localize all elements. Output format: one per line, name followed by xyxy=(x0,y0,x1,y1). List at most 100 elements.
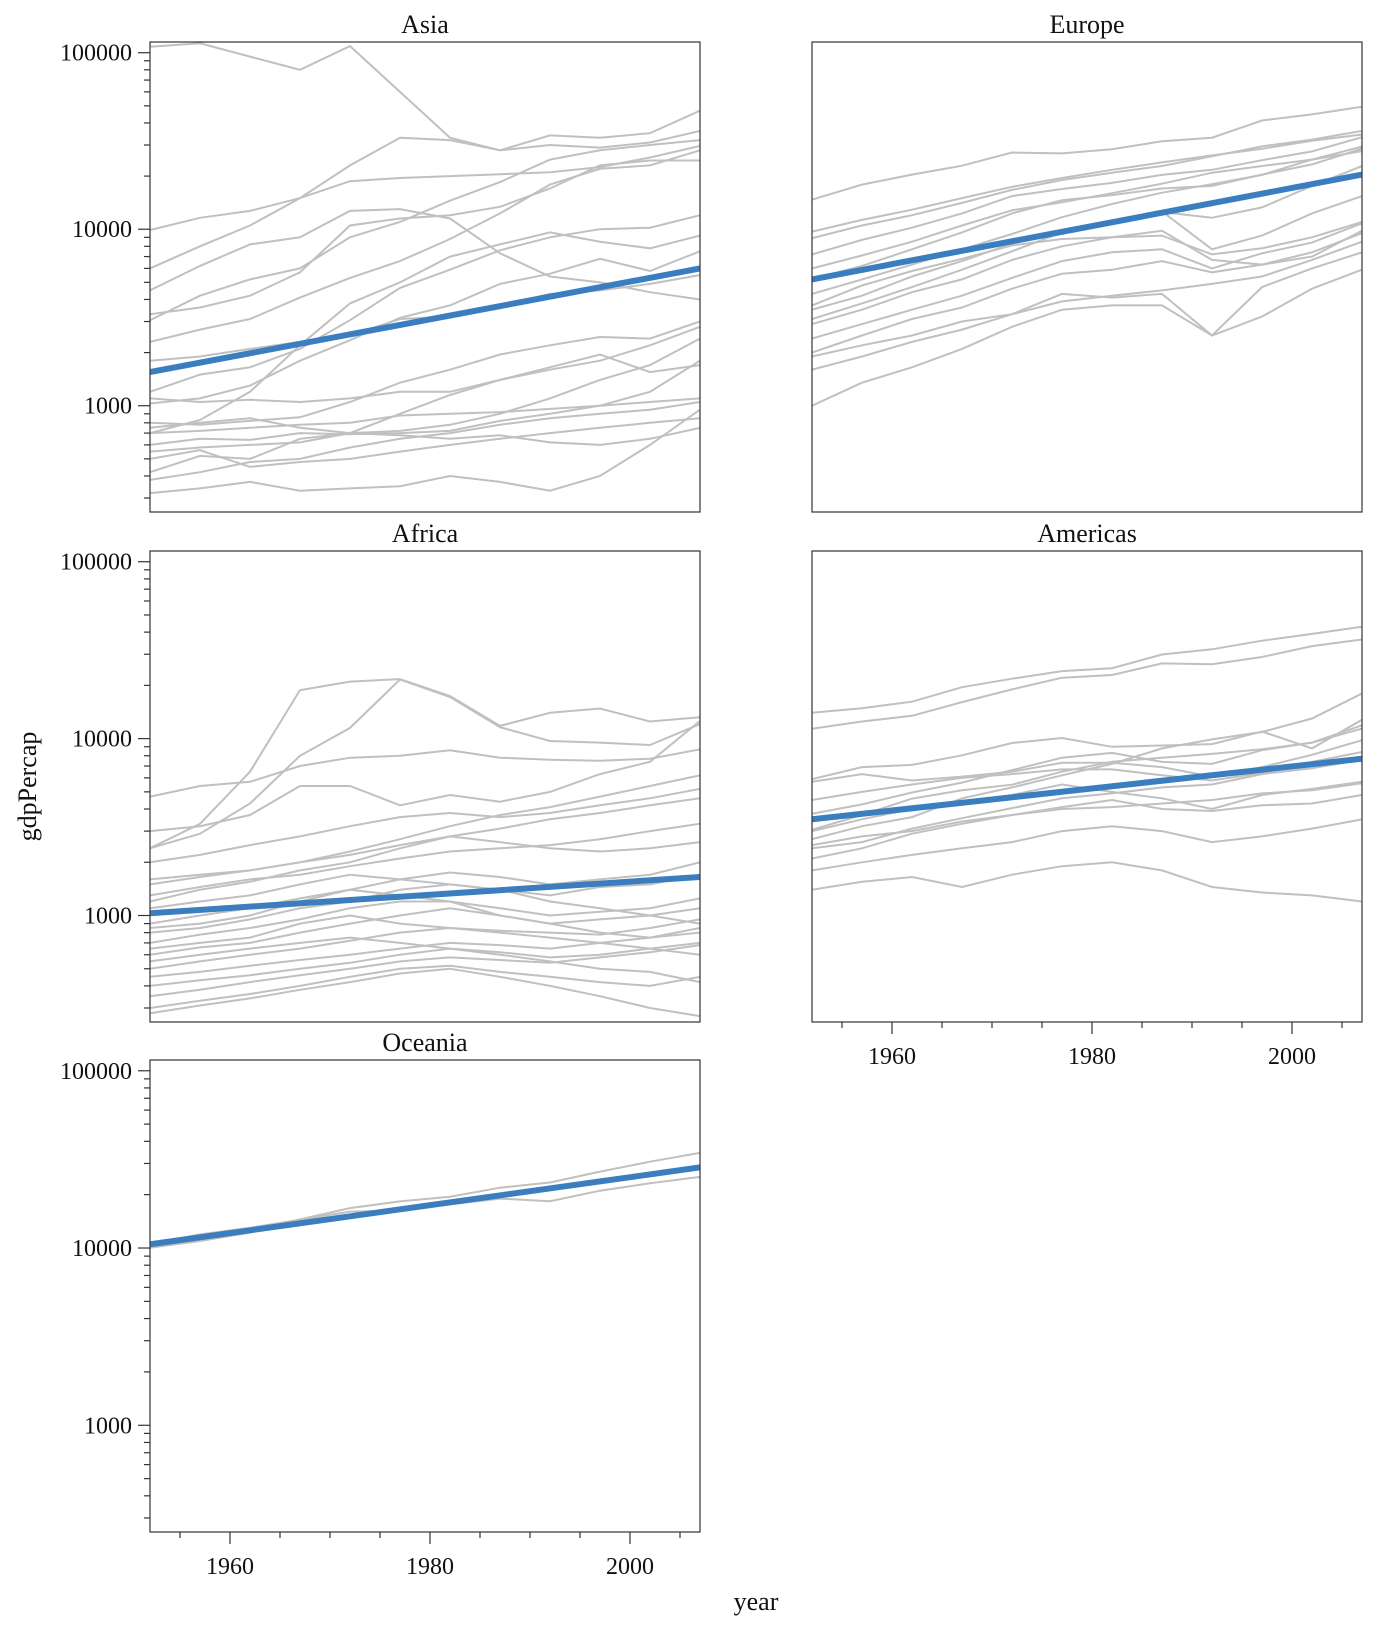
y-tick-label: 10000 xyxy=(72,217,132,243)
x-axis-title: year xyxy=(734,1587,779,1616)
trend-line-asia xyxy=(150,265,700,376)
series-line-africa-10 xyxy=(150,873,700,934)
series-line-africa-20 xyxy=(150,888,700,939)
series-line-asia-1 xyxy=(150,42,700,152)
series-line-africa-11 xyxy=(150,897,700,944)
series-line-africa-15 xyxy=(150,941,700,987)
series-line-africa-23 xyxy=(150,835,700,881)
y-tick-label: 10000 xyxy=(72,727,132,753)
series-line-europe-14 xyxy=(812,220,1362,307)
series-line-americas-3 xyxy=(812,718,1362,781)
series-line-africa-17 xyxy=(150,964,700,1009)
series-line-americas-12 xyxy=(812,739,1362,783)
series-line-europe-2 xyxy=(812,133,1362,233)
series-line-americas-5 xyxy=(812,727,1362,831)
series-line-asia-13 xyxy=(150,320,700,426)
series-line-africa-2 xyxy=(150,678,700,850)
panel-americas: Americas 1960 1980 2000 xyxy=(811,519,1363,1070)
series-line-asia-6 xyxy=(150,149,700,343)
y-axis-title: gdpPercap xyxy=(13,732,42,842)
panel-title-americas: Americas xyxy=(1037,519,1137,548)
panel-title-europe: Europe xyxy=(1049,10,1124,39)
series-line-americas-7 xyxy=(812,758,1362,850)
series-line-americas-2 xyxy=(812,638,1362,730)
series-line-europe-1 xyxy=(812,105,1362,201)
series-line-asia-3 xyxy=(150,139,700,322)
series-line-africa-6 xyxy=(150,774,700,886)
series-line-africa-3 xyxy=(150,748,700,798)
series-line-europe-3 xyxy=(812,129,1362,240)
panel-africa: Africa 1000 10000 100000 xyxy=(60,519,701,1023)
series-line-europe-7 xyxy=(812,150,1362,295)
trend-line-europe xyxy=(812,171,1362,283)
panel-frame-asia xyxy=(149,41,701,513)
series-line-americas-1 xyxy=(812,625,1362,714)
trend-line-americas xyxy=(812,755,1362,823)
x-tick-label: 2000 xyxy=(1268,1044,1316,1070)
series-line-europe-13 xyxy=(812,251,1362,371)
panel-frame-africa xyxy=(149,550,701,1023)
series-line-asia-16 xyxy=(150,353,700,474)
series-line-europe-11 xyxy=(812,222,1362,340)
series-line-asia-20 xyxy=(150,417,700,446)
y-tick-label: 1000 xyxy=(84,904,132,930)
panel-title-africa: Africa xyxy=(392,519,459,548)
panel-frame-europe xyxy=(811,41,1363,513)
y-tick-label: 100000 xyxy=(60,1059,132,1085)
panel-asia: Asia 1000 10000 100000 xyxy=(60,10,701,513)
series-line-asia-10 xyxy=(150,250,700,405)
series-line-asia-19 xyxy=(150,408,700,495)
series-line-africa-12 xyxy=(150,907,700,956)
series-line-africa-16 xyxy=(150,944,700,998)
panel-oceania: Oceania 1000 10000 100000 1960 1980 2000 xyxy=(60,1028,701,1580)
series-line-asia-15 xyxy=(150,359,700,446)
series-line-americas-10 xyxy=(812,861,1362,903)
panel-frame-oceania xyxy=(149,1059,701,1533)
panel-frame-americas xyxy=(811,550,1363,1023)
y-tick-label: 1000 xyxy=(84,1413,132,1439)
x-axis-oceania: 1960 1980 2000 xyxy=(179,1532,681,1580)
x-axis-americas: 1960 1980 2000 xyxy=(841,1022,1343,1070)
x-tick-label: 1960 xyxy=(206,1554,254,1580)
series-line-europe-4 xyxy=(812,136,1362,256)
series-line-africa-7 xyxy=(150,797,700,903)
y-tick-label: 100000 xyxy=(60,550,132,576)
series-line-asia-17 xyxy=(150,337,700,453)
y-axis-oceania: 1000 10000 100000 xyxy=(60,1059,150,1519)
x-tick-label: 2000 xyxy=(606,1554,654,1580)
series-line-africa-21 xyxy=(150,914,700,956)
series-line-asia-21 xyxy=(150,417,700,468)
series-line-asia-14 xyxy=(150,397,700,435)
series-line-africa-1 xyxy=(150,678,700,850)
x-tick-label: 1980 xyxy=(1068,1044,1116,1070)
series-line-europe-15 xyxy=(812,268,1362,407)
series-line-africa-22 xyxy=(150,936,700,984)
y-axis-africa: 1000 10000 100000 xyxy=(60,550,150,1009)
x-tick-label: 1980 xyxy=(406,1554,454,1580)
series-line-africa-5 xyxy=(150,787,700,864)
panel-title-oceania: Oceania xyxy=(382,1028,468,1057)
trend-line-africa xyxy=(150,874,700,917)
series-line-africa-8 xyxy=(150,822,700,897)
panel-title-asia: Asia xyxy=(401,10,449,39)
series-line-asia-9 xyxy=(150,231,700,435)
y-tick-label: 10000 xyxy=(72,1236,132,1262)
series-line-asia-8 xyxy=(150,214,700,393)
series-line-americas-9 xyxy=(812,818,1362,872)
series-line-africa-4 xyxy=(150,720,700,833)
x-tick-label: 1960 xyxy=(868,1044,916,1070)
trend-line-oceania xyxy=(150,1164,700,1248)
y-tick-label: 1000 xyxy=(84,394,132,420)
series-line-americas-14 xyxy=(812,794,1362,847)
series-line-americas-8 xyxy=(812,782,1362,860)
series-line-europe-16 xyxy=(812,240,1362,358)
y-tick-label: 100000 xyxy=(60,41,132,67)
series-line-asia-5 xyxy=(150,159,700,316)
series-line-asia-7 xyxy=(150,130,700,270)
series-line-africa-19 xyxy=(150,873,700,925)
panel-europe: Europe xyxy=(811,10,1363,513)
series-line-africa-18 xyxy=(150,967,700,1018)
y-axis-asia: 1000 10000 100000 xyxy=(60,41,150,499)
